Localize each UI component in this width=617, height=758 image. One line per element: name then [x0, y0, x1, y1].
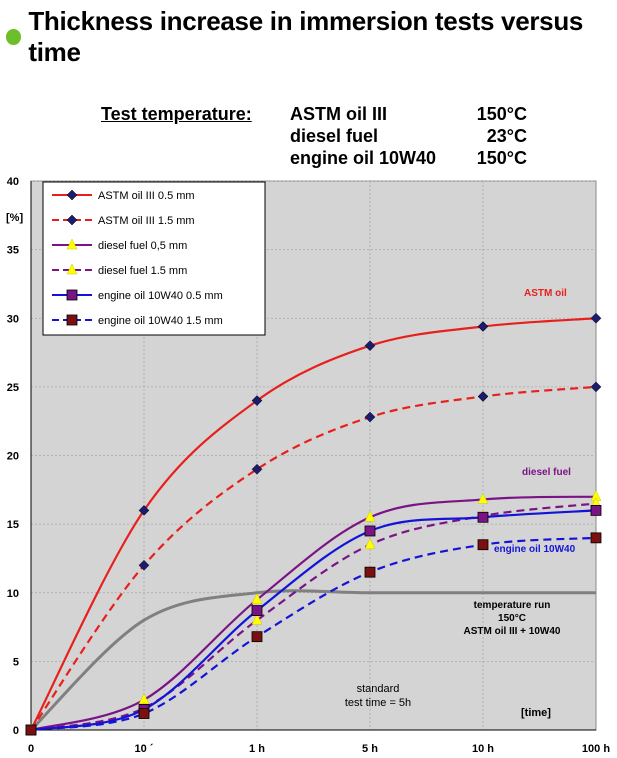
legend-label: ASTM oil III 1.5 mm [98, 215, 195, 227]
data-point-s4-5 [590, 504, 602, 516]
annotation-temp-run: 150°C [498, 613, 526, 624]
bullet-icon [6, 29, 22, 45]
legend-label: engine oil 10W40 0.5 mm [98, 290, 223, 302]
y-tick-label: 10 [7, 588, 19, 600]
data-point-s5-0 [25, 724, 37, 736]
data-point-s5-4 [477, 539, 489, 551]
x-tick-label: 1 h [249, 743, 265, 755]
data-point-s2-2 [251, 593, 263, 604]
data-point-s0-3 [364, 340, 376, 352]
data-point-s1-5 [590, 381, 602, 393]
y-tick-label: 5 [13, 656, 19, 668]
legend-label: diesel fuel 0,5 mm [98, 240, 187, 252]
legend-swatch-marker [66, 289, 78, 301]
y-tick-label: 35 [7, 245, 19, 257]
data-point-s1-4 [477, 391, 489, 402]
data-point-s4-3 [364, 525, 376, 537]
temp-engine: 150°C [476, 148, 527, 168]
x-axis-label: [time] [521, 707, 551, 719]
data-point-s1-2 [251, 463, 263, 475]
x-tick-label: 10 h [472, 743, 494, 755]
medium-astm: ASTM oil III [290, 104, 387, 124]
x-tick-label: 0 [28, 743, 34, 755]
data-point-s1-3 [364, 411, 376, 423]
data-point-s1-1 [138, 559, 150, 571]
x-tick-label: 10 ´ [135, 743, 154, 755]
data-point-s5-5 [590, 532, 602, 544]
legend-swatch-marker [66, 214, 78, 226]
data-point-s0-1 [138, 505, 150, 516]
y-tick-label: 30 [7, 313, 19, 325]
annotation-temp-run: temperature run [474, 600, 551, 611]
annotation-engine: engine oil 10W40 [494, 544, 576, 555]
legend-box [42, 181, 266, 336]
data-point-s0-5 [590, 312, 602, 324]
annotation-astm: ASTM oil [524, 288, 567, 299]
x-tick-label: 100 h [582, 743, 610, 755]
temp-astm: 150°C [476, 104, 527, 124]
y-tick-label: 25 [7, 382, 19, 394]
y-tick-label: 20 [7, 451, 19, 463]
data-point-s5-2 [251, 631, 263, 643]
data-point-s2-4 [477, 492, 489, 504]
data-point-s3-3 [364, 538, 376, 549]
series-line-5 [30, 536, 597, 732]
legend-swatch-marker [66, 189, 78, 201]
x-tick-label: 5 h [362, 743, 378, 755]
data-point-s5-1 [138, 708, 150, 719]
annotation-temp-run: ASTM oil III + 10W40 [464, 626, 561, 637]
annotation-standard: test time = 5h [345, 697, 411, 709]
series-line-4 [30, 509, 597, 732]
slide-title: Thickness increase in immersion tests ve… [6, 6, 617, 68]
temperature-run-line [29, 589, 596, 732]
data-point-s4-2 [251, 605, 263, 616]
legend-label: diesel fuel 1.5 mm [98, 265, 187, 277]
series-line-3 [30, 502, 597, 732]
y-tick-label: 0 [13, 725, 19, 737]
data-point-s0-2 [251, 395, 263, 406]
legend-swatch-marker [66, 314, 78, 326]
data-point-s4-4 [477, 511, 489, 523]
temp-diesel: 23°C [486, 126, 527, 146]
medium-diesel: diesel fuel [290, 126, 379, 146]
data-point-s5-3 [364, 566, 376, 578]
legend-label: ASTM oil III 0.5 mm [98, 190, 195, 202]
legend-swatch-marker [66, 238, 78, 250]
y-tick-label: 15 [7, 519, 19, 531]
test-temperature-label: Test temperature: [101, 104, 252, 124]
data-point-s0-4 [477, 321, 489, 332]
annotation-standard: standard [357, 683, 400, 695]
y-tick-label: 40 [7, 176, 19, 188]
annotation-diesel: diesel fuel [522, 467, 571, 478]
title-text: Thickness increase in immersion tests ve… [28, 6, 584, 67]
series-line-2 [30, 495, 597, 732]
legend-label: engine oil 10W40 1.5 mm [98, 315, 223, 327]
data-point-s2-3 [364, 510, 376, 522]
data-point-s3-2 [251, 613, 263, 625]
legend-swatch-marker [66, 263, 78, 275]
y-axis-label: [%] [6, 212, 23, 224]
medium-engine: engine oil 10W40 [290, 148, 437, 168]
